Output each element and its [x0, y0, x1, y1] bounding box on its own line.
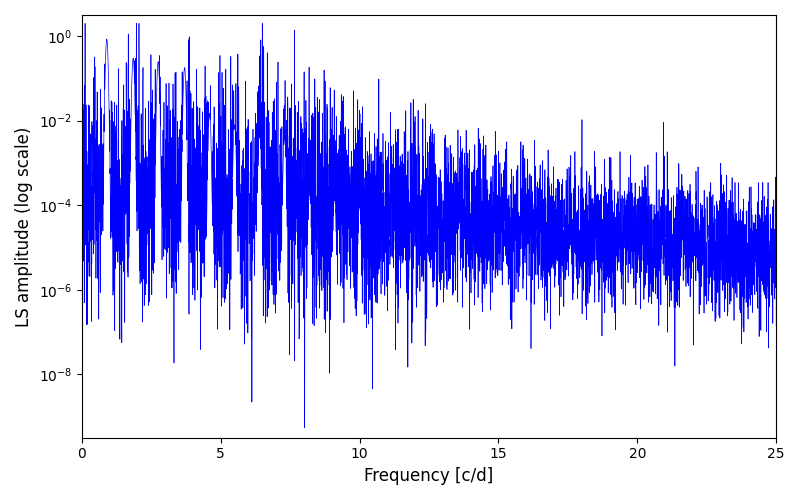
Y-axis label: LS amplitude (log scale): LS amplitude (log scale)	[15, 126, 33, 326]
X-axis label: Frequency [c/d]: Frequency [c/d]	[364, 467, 494, 485]
